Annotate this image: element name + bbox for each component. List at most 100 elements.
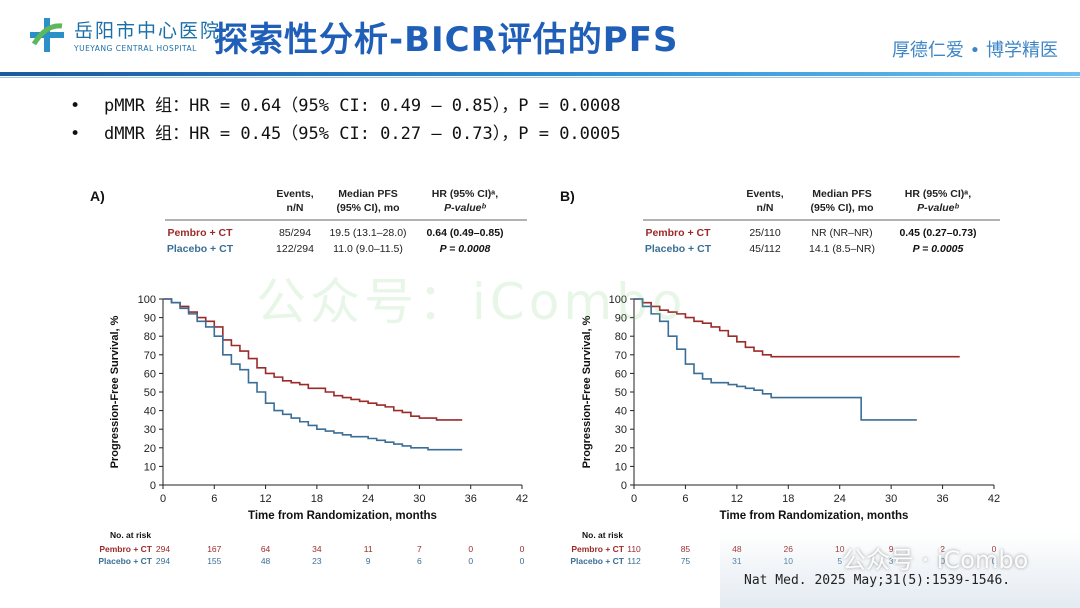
panel-b-table-header: P-valueᵇ bbox=[917, 202, 959, 214]
panel-a-risk-value: 9 bbox=[366, 556, 371, 566]
panel-b-y-tick-label: 50 bbox=[615, 387, 627, 399]
panel-b-y-tick-label: 70 bbox=[615, 350, 627, 362]
panel-a-x-tick-label: 0 bbox=[160, 493, 166, 505]
bullet-dot-icon: • bbox=[70, 96, 81, 116]
panel-a-x-tick-label: 6 bbox=[211, 493, 217, 505]
hospital-motto: 厚德仁爱 • 博学精医 bbox=[891, 40, 1058, 61]
panel-a-risk-title: No. at risk bbox=[110, 530, 151, 540]
panel-a-x-tick-label: 42 bbox=[516, 493, 528, 505]
panel-a-y-axis-title: Progression-Free Survival, % bbox=[109, 315, 121, 468]
panel-b-table-header: (95% CI), mo bbox=[810, 202, 873, 214]
panel-b-legend-1: Placebo + CT bbox=[645, 243, 712, 255]
panel-a-table-header: P-valueᵇ bbox=[444, 202, 486, 214]
panel-b-y-tick-label: 40 bbox=[615, 406, 627, 418]
panel-b-x-tick-label: 12 bbox=[731, 493, 743, 505]
panel-a-risk-value: 48 bbox=[261, 556, 271, 566]
panel-a-risk-value: 23 bbox=[312, 556, 322, 566]
panel-a-y-tick-label: 100 bbox=[138, 294, 156, 306]
panel-b-y-axis-title: Progression-Free Survival, % bbox=[581, 315, 593, 468]
panel-a-risk-label-0: Pembro + CT bbox=[99, 544, 152, 554]
panel-a-risk-value: 167 bbox=[207, 544, 221, 554]
panel-b-hr-0: 0.45 (0.27–0.73) bbox=[899, 227, 976, 239]
panel-b-x-tick-label: 0 bbox=[631, 493, 637, 505]
panel-b-x-tick-label: 42 bbox=[988, 493, 1000, 505]
panel-a-risk-value: 0 bbox=[468, 544, 473, 554]
panel-b-table-header: HR (95% CI)ᵃ, bbox=[905, 188, 971, 200]
panel-a-risk-value: 7 bbox=[417, 544, 422, 554]
hospital-logo-icon bbox=[30, 18, 64, 52]
header-divider bbox=[0, 72, 1080, 76]
panel-a-risk-value: 0 bbox=[468, 556, 473, 566]
panel-a-x-tick-label: 12 bbox=[259, 493, 271, 505]
panel-a-curve-0 bbox=[163, 298, 463, 421]
hospital-name-cn: 岳阳市中心医院 bbox=[74, 20, 222, 42]
panel-b-x-axis-title: Time from Randomization, months bbox=[720, 510, 909, 522]
panel-b-x-tick-label: 18 bbox=[782, 493, 794, 505]
bullet-pmmr: • pMMR 组：HR = 0.64（95% CI: 0.49 – 0.85），P… bbox=[70, 92, 621, 120]
panel-b-table-header: Median PFS bbox=[812, 188, 872, 200]
panel-a-x-tick-label: 36 bbox=[465, 493, 477, 505]
panel-b-risk-value: 110 bbox=[627, 544, 641, 554]
panel-b-median-1: 14.1 (8.5–NR) bbox=[809, 243, 875, 255]
panel-b-y-tick-label: 90 bbox=[615, 313, 627, 325]
bullet-dmmr: • dMMR 组：HR = 0.45（95% CI: 0.27 – 0.73），P… bbox=[70, 120, 621, 148]
footer-building-area bbox=[720, 532, 1080, 608]
bullet-dot-icon: • bbox=[70, 124, 81, 144]
panel-a-table-header: Median PFS bbox=[338, 188, 398, 200]
panel-b-hr-1: P = 0.0005 bbox=[913, 243, 964, 255]
citation: Nat Med. 2025 May;31(5):1539-1546. bbox=[744, 573, 1011, 588]
panel-a-y-tick-label: 0 bbox=[150, 480, 156, 492]
header-divider-thin bbox=[0, 77, 1080, 78]
panel-a-table-header: (95% CI), mo bbox=[336, 202, 399, 214]
panel-b-x-tick-label: 36 bbox=[936, 493, 948, 505]
panel-a-events-0: 85/294 bbox=[279, 227, 311, 239]
panel-b-y-tick-label: 0 bbox=[621, 480, 627, 492]
panel-a-table-header: n/N bbox=[287, 202, 304, 214]
panel-b-risk-value: 112 bbox=[627, 556, 641, 566]
panel-a-y-tick-label: 40 bbox=[144, 406, 156, 418]
panel-a-median-1: 11.0 (9.0–11.5) bbox=[333, 243, 403, 255]
panel-a-label: A) bbox=[90, 188, 105, 204]
panel-a-risk-label-1: Placebo + CT bbox=[98, 556, 152, 566]
panel-a-y-tick-label: 30 bbox=[144, 424, 156, 436]
panel-a-risk-value: 155 bbox=[207, 556, 221, 566]
panel-b-legend-0: Pembro + CT bbox=[645, 227, 711, 239]
panel-a-events-1: 122/294 bbox=[276, 243, 314, 255]
panel-b-curve-0 bbox=[634, 298, 960, 358]
panel-a-hr-1: P = 0.0008 bbox=[440, 243, 491, 255]
panel-a-risk-value: 294 bbox=[156, 544, 170, 554]
bullet-pmmr-text: pMMR 组：HR = 0.64（95% CI: 0.49 – 0.85），P … bbox=[104, 96, 621, 116]
panel-a-y-tick-label: 60 bbox=[144, 368, 156, 380]
panel-a-risk-value: 11 bbox=[364, 544, 373, 554]
panel-b-x-tick-label: 30 bbox=[885, 493, 897, 505]
slide-header: 岳阳市中心医院 YUEYANG CENTRAL HOSPITAL 探索性分析-B… bbox=[0, 0, 1080, 80]
panel-b-risk-value: 85 bbox=[681, 544, 691, 554]
panel-a-risk-value: 294 bbox=[156, 556, 170, 566]
watermark: 公众号：iCombo bbox=[256, 273, 687, 331]
panel-a-legend-0: Pembro + CT bbox=[167, 227, 233, 239]
panel-b-y-tick-label: 30 bbox=[615, 424, 627, 436]
panel-b-risk-value: 75 bbox=[681, 556, 691, 566]
panel-a-y-tick-label: 70 bbox=[144, 350, 156, 362]
panel-b-events-0: 25/110 bbox=[749, 227, 780, 239]
hospital-name-en: YUEYANG CENTRAL HOSPITAL bbox=[74, 44, 197, 53]
panel-a-x-tick-label: 30 bbox=[413, 493, 425, 505]
panel-b-y-tick-label: 80 bbox=[615, 331, 627, 343]
panel-a-y-tick-label: 10 bbox=[144, 461, 156, 473]
panel-b-risk-label-0: Pembro + CT bbox=[571, 544, 624, 554]
panel-b-x-tick-label: 24 bbox=[834, 493, 846, 505]
panel-b-table-header: n/N bbox=[757, 202, 774, 214]
panel-b-y-tick-label: 10 bbox=[615, 461, 627, 473]
panel-a-risk-value: 0 bbox=[520, 556, 525, 566]
panel-b-curve-1 bbox=[634, 298, 917, 421]
panel-a-median-0: 19.5 (13.1–28.0) bbox=[329, 227, 406, 239]
panel-b-risk-title: No. at risk bbox=[582, 530, 623, 540]
panel-a-y-tick-label: 20 bbox=[144, 443, 156, 455]
page-title: 探索性分析-BICR评估的PFS bbox=[214, 20, 679, 60]
panel-a-curve-1 bbox=[163, 298, 463, 451]
panel-b-risk-label-1: Placebo + CT bbox=[570, 556, 624, 566]
panel-a-x-tick-label: 24 bbox=[362, 493, 374, 505]
panel-a-risk-value: 34 bbox=[312, 544, 322, 554]
panel-a-risk-value: 64 bbox=[261, 544, 271, 554]
summary-bullets: • pMMR 组：HR = 0.64（95% CI: 0.49 – 0.85），P… bbox=[70, 92, 621, 148]
